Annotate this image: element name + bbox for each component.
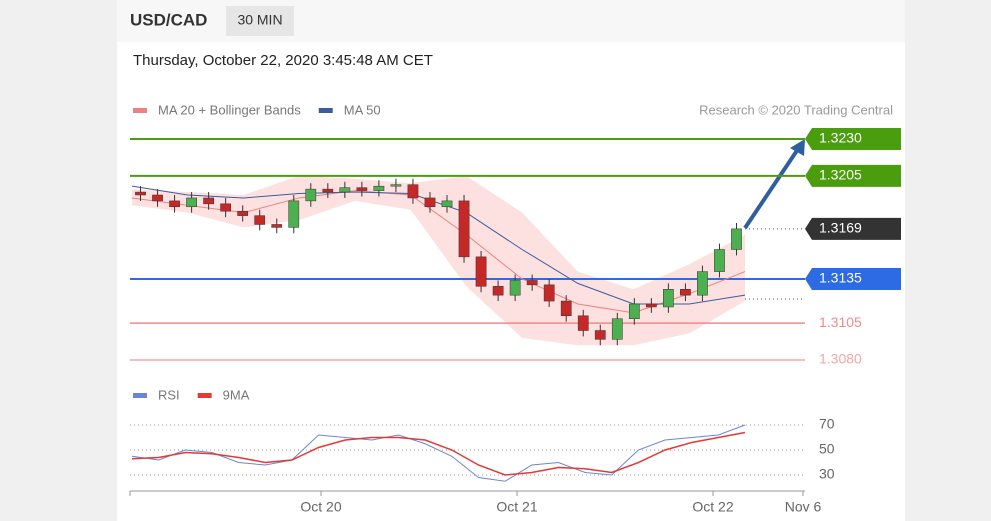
candle-body [288, 200, 300, 228]
candle-body [169, 200, 180, 208]
candle-body [611, 318, 623, 340]
arrow-head [790, 139, 805, 156]
candle-body [356, 187, 368, 191]
candle-body [714, 249, 725, 272]
candle-body [475, 256, 487, 287]
level-label: 1.3135 [819, 270, 862, 286]
indicator-line [131, 424, 746, 482]
y-tick-label: 70 [819, 416, 835, 432]
candle-body [254, 215, 266, 225]
level-tag [805, 164, 901, 187]
legend-swatch [133, 393, 147, 398]
candle-body [237, 210, 249, 216]
legend-swatch [133, 108, 147, 113]
candle-body [458, 200, 470, 258]
x-tick-label: Nov 6 [785, 499, 822, 515]
level-label: 1.3169 [819, 220, 862, 236]
candle-body [135, 191, 146, 196]
legend-label: RSI [158, 387, 180, 402]
candle-body [220, 203, 232, 212]
timeframe: 30 MIN [237, 12, 282, 28]
y-tick-label: 30 [819, 466, 835, 482]
candle-body [697, 271, 708, 296]
candle-body [560, 300, 572, 317]
candle-body [663, 289, 674, 308]
level-tag [805, 128, 901, 151]
legend-label: 9MA [223, 387, 250, 402]
legend-label: MA 50 [344, 102, 381, 117]
level-label: 1.3230 [819, 130, 862, 146]
ma-line [131, 185, 746, 305]
candle-body [203, 197, 214, 205]
ma-line [131, 190, 746, 314]
x-tick-label: Oct 20 [300, 499, 341, 515]
candle-body [373, 185, 385, 191]
bollinger-band [132, 175, 745, 346]
source: Research © 2020 Trading Central [699, 102, 893, 117]
candle-body [441, 200, 453, 208]
level-label: 1.3205 [819, 167, 862, 183]
candle-body [543, 284, 555, 302]
timeframe-badge [226, 6, 294, 36]
level-tag [805, 217, 901, 240]
candle-body [407, 184, 419, 199]
indicator-line [131, 431, 746, 476]
level-label: 1.3105 [819, 314, 862, 330]
legend-label: MA 20 + Bollinger Bands [158, 102, 301, 117]
candle-body [305, 188, 317, 202]
x-tick-label: Oct 21 [496, 499, 537, 515]
candle-body [680, 289, 691, 296]
candle-body [186, 197, 197, 208]
candle-body [731, 228, 742, 250]
candle-body [339, 187, 351, 193]
candle-body [645, 303, 657, 308]
candle-body [322, 188, 334, 193]
candle-body [152, 194, 163, 202]
legend-swatch [318, 108, 333, 113]
candle-body [390, 184, 402, 187]
y-tick-label: 50 [819, 441, 835, 457]
candle-body [424, 197, 436, 208]
candle-body [594, 330, 606, 340]
legend-swatch [197, 393, 212, 398]
candle-body [509, 280, 521, 296]
timestamp: Thursday, October 22, 2020 3:45:48 AM CE… [133, 52, 433, 69]
candle-body [577, 315, 589, 331]
x-tick-label: Oct 22 [692, 499, 733, 515]
projection-arrow [743, 144, 802, 230]
candle-body [492, 286, 504, 296]
symbol: USD/CAD [130, 10, 207, 29]
candle-body [526, 280, 538, 286]
level-label: 1.3080 [819, 351, 862, 367]
level-tag [805, 267, 901, 290]
candle-body [628, 303, 640, 319]
candle-body [271, 224, 283, 228]
